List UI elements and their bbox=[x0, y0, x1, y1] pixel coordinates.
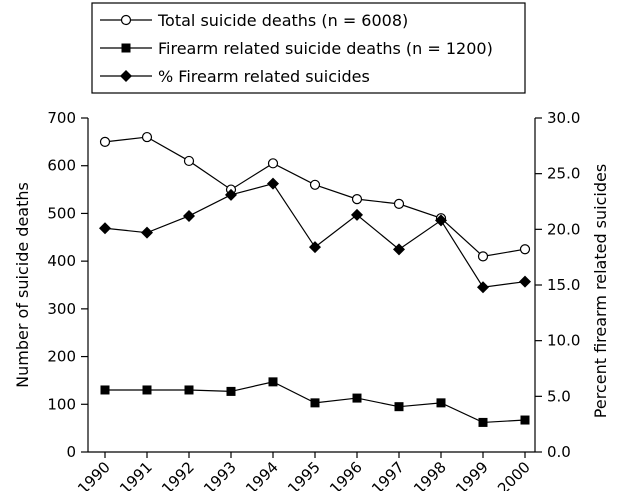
right-tick-label: 0.0 bbox=[547, 443, 571, 461]
data-point bbox=[268, 377, 278, 387]
data-point bbox=[183, 155, 195, 167]
data-point bbox=[309, 179, 321, 190]
right-tick-label: 20.0 bbox=[547, 220, 580, 238]
axes: 0 100 200 300 400 500 600 700 0.0 5.0 10.0 15.0 20.0… bbox=[13, 109, 610, 491]
left-tick-label: 100 bbox=[47, 395, 76, 413]
data-point bbox=[394, 402, 404, 412]
data-point bbox=[267, 177, 279, 190]
legend-label: % Firearm related suicides bbox=[158, 67, 370, 86]
data-point bbox=[141, 226, 153, 239]
data-point bbox=[309, 241, 321, 254]
left-tick-label: 300 bbox=[47, 300, 76, 318]
series-2 bbox=[99, 177, 531, 294]
data-point bbox=[184, 385, 194, 395]
legend-box bbox=[91, 2, 526, 94]
x-tick-label: 1998 bbox=[410, 458, 450, 491]
y2-axis-title: Percent firearm related suicides bbox=[591, 164, 610, 418]
left-tick-label: 500 bbox=[47, 204, 76, 222]
legend-label: Firearm related suicide deaths (n = 1200… bbox=[158, 39, 493, 58]
data-point bbox=[352, 393, 362, 403]
right-tick-label: 5.0 bbox=[547, 387, 571, 405]
data-point bbox=[477, 281, 489, 294]
right-tick-label: 25.0 bbox=[547, 165, 580, 183]
x-tick-label: 1994 bbox=[242, 458, 282, 491]
data-point bbox=[436, 398, 446, 408]
series-line bbox=[104, 136, 526, 258]
legend: Total suicide deaths (n = 6008) Firearm r… bbox=[91, 2, 526, 94]
data-point bbox=[351, 194, 363, 205]
series-1 bbox=[100, 377, 530, 427]
right-tick-label: 10.0 bbox=[547, 332, 580, 350]
x-tick-label: 1993 bbox=[200, 458, 240, 491]
left-tick-label: 600 bbox=[47, 157, 76, 175]
data-point bbox=[267, 158, 279, 169]
data-point bbox=[183, 209, 195, 222]
series-layer bbox=[99, 131, 531, 427]
left-tick-label: 400 bbox=[47, 252, 76, 270]
x-tick-label: 1991 bbox=[116, 458, 156, 491]
x-tick-label: 1997 bbox=[368, 458, 408, 491]
data-point bbox=[99, 136, 111, 147]
legend-marker bbox=[120, 70, 132, 82]
data-point bbox=[100, 385, 110, 395]
data-point bbox=[99, 222, 111, 235]
data-point bbox=[477, 251, 489, 262]
data-point bbox=[478, 417, 488, 427]
right-tick-label: 30.0 bbox=[547, 109, 580, 127]
x-tick-label: 2000 bbox=[494, 458, 534, 491]
data-point bbox=[141, 131, 153, 143]
x-tick-label: 1992 bbox=[158, 458, 198, 491]
data-point bbox=[519, 275, 531, 288]
data-point bbox=[435, 214, 447, 227]
left-tick-label: 700 bbox=[47, 109, 76, 127]
x-tick-label: 1999 bbox=[452, 458, 492, 491]
legend-marker bbox=[121, 43, 131, 53]
x-tick-label: 1996 bbox=[326, 458, 366, 491]
data-point bbox=[226, 386, 236, 396]
left-tick-label: 0 bbox=[66, 443, 76, 461]
x-tick-label: 1995 bbox=[284, 458, 324, 491]
legend-label: Total suicide deaths (n = 6008) bbox=[157, 11, 408, 30]
legend-marker bbox=[120, 14, 132, 26]
series-line bbox=[104, 182, 526, 288]
left-tick-label: 200 bbox=[47, 348, 76, 366]
data-point bbox=[351, 208, 363, 221]
series-0 bbox=[99, 131, 531, 262]
data-point bbox=[393, 198, 405, 209]
data-point bbox=[142, 385, 152, 395]
data-point bbox=[519, 244, 531, 255]
data-point bbox=[225, 188, 237, 201]
y-axis-title: Number of suicide deaths bbox=[13, 182, 32, 388]
x-tick-label: 1990 bbox=[74, 458, 114, 491]
data-point bbox=[393, 243, 405, 256]
right-tick-label: 15.0 bbox=[547, 276, 580, 294]
data-point bbox=[520, 415, 530, 425]
data-point bbox=[310, 398, 320, 408]
